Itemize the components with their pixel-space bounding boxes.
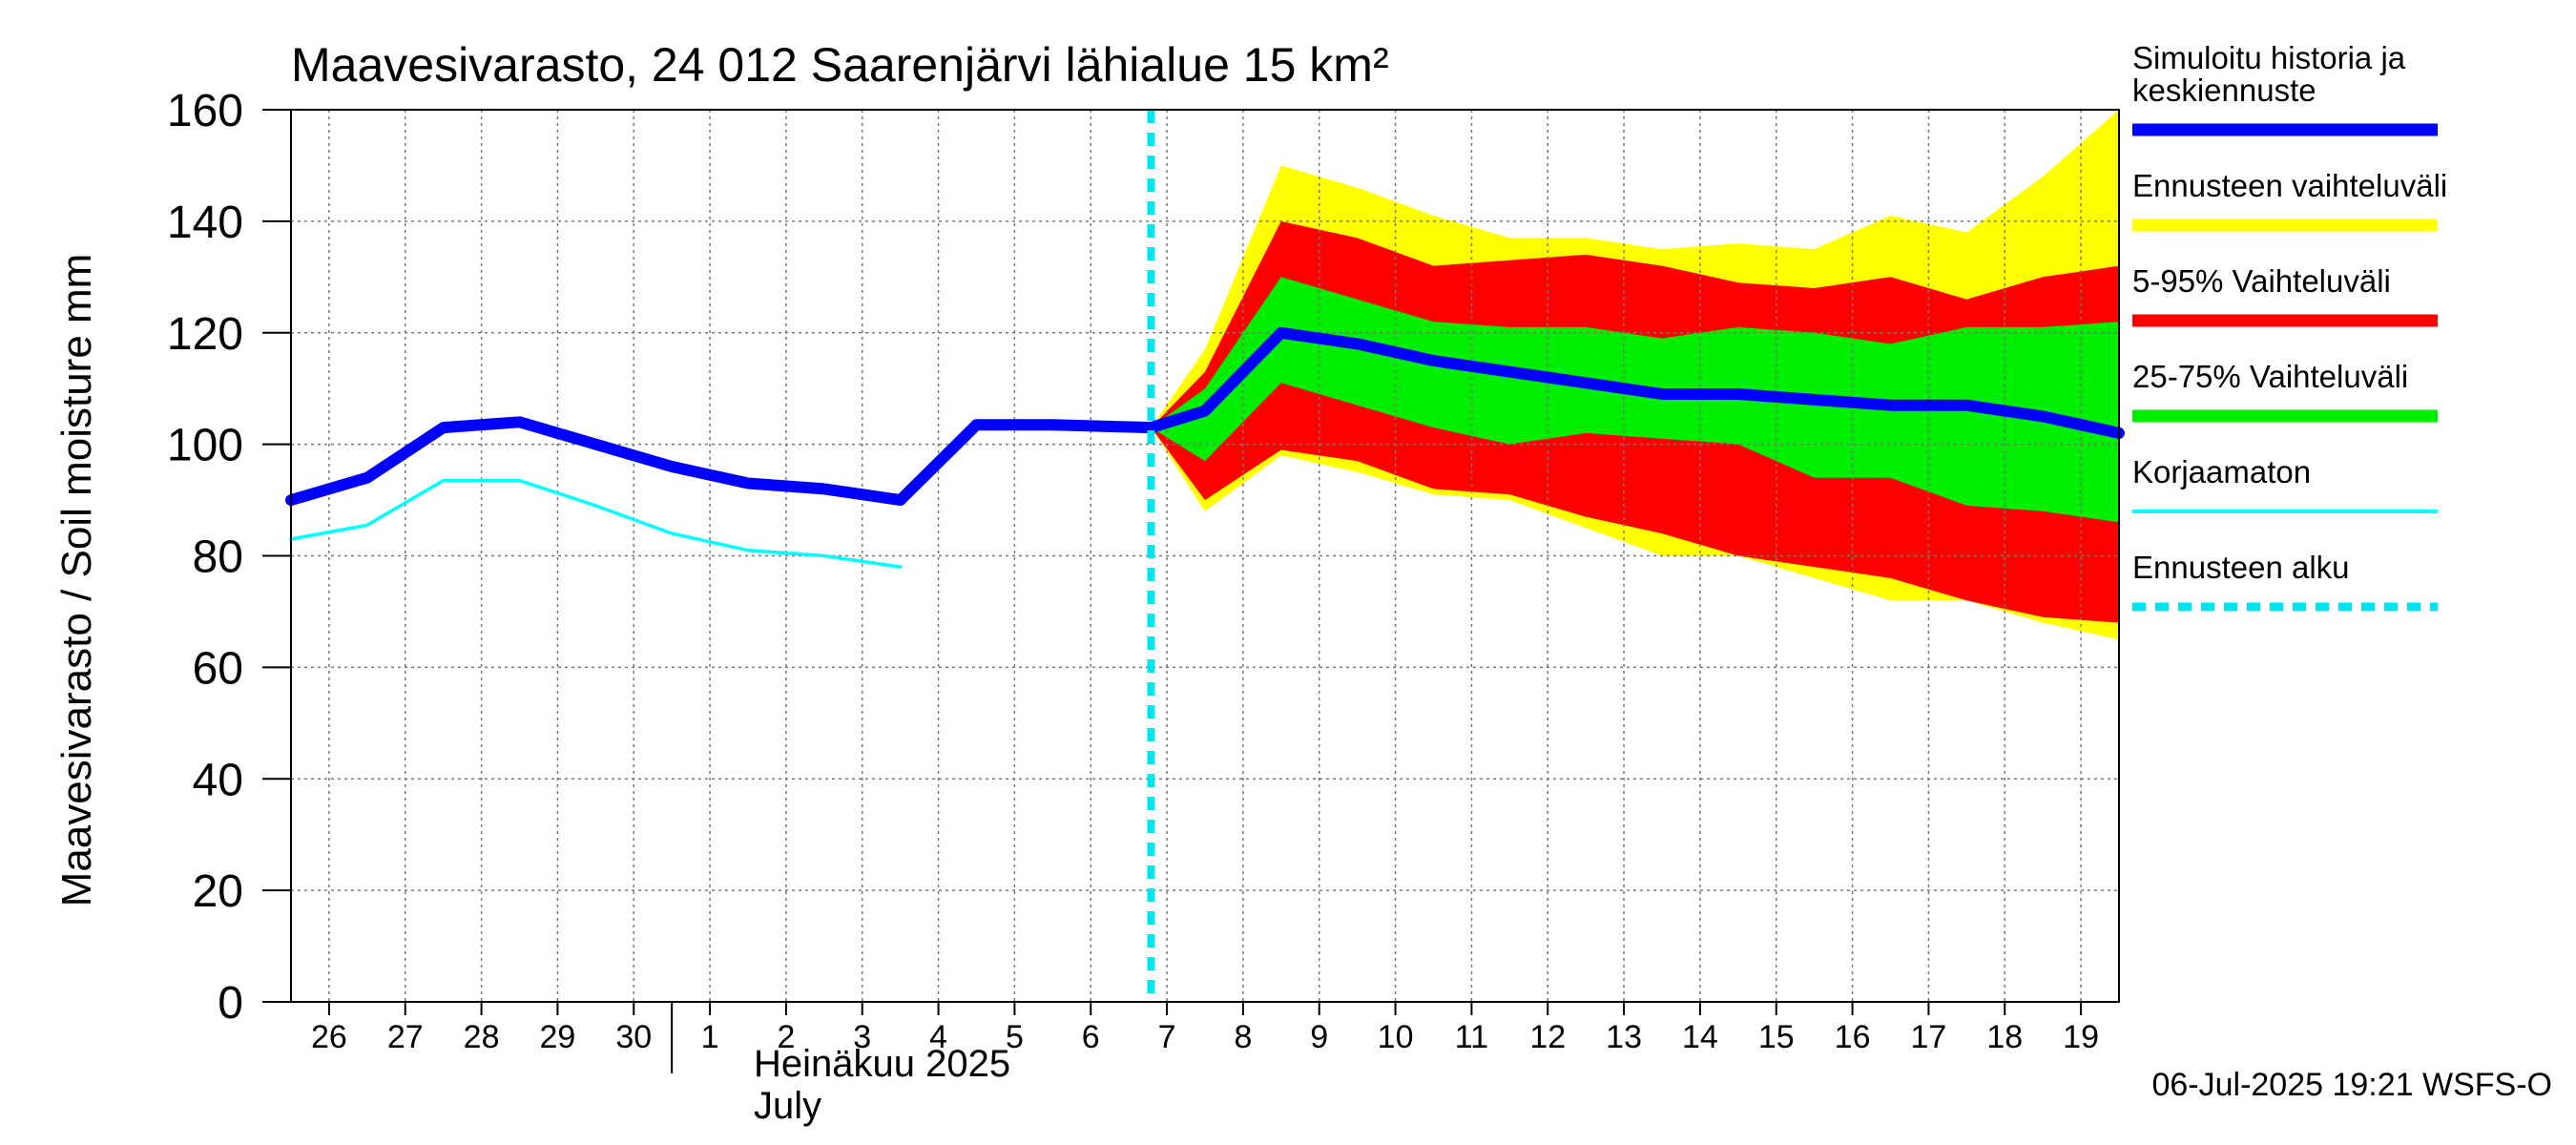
y-tick-label: 60 xyxy=(193,643,243,694)
x-tick-label: 8 xyxy=(1234,1019,1252,1055)
legend-label: Ennusteen alku xyxy=(2132,550,2350,585)
x-tick-label: 19 xyxy=(2063,1019,2099,1055)
x-tick-label: 29 xyxy=(540,1019,576,1055)
korjaamaton-line xyxy=(289,478,903,569)
x-tick-label: 13 xyxy=(1606,1019,1642,1055)
legend-label: Korjaamaton xyxy=(2132,454,2311,489)
x-tick-label: 26 xyxy=(311,1019,347,1055)
x-tick-label: 10 xyxy=(1378,1019,1414,1055)
x-tick-label: 1 xyxy=(701,1019,719,1055)
x-tick-label: 6 xyxy=(1082,1019,1100,1055)
x-tick-label: 18 xyxy=(1986,1019,2023,1055)
y-tick-label: 0 xyxy=(218,978,243,1029)
y-axis-ticks: 0 20 40 60 80 100 120 140 160 xyxy=(167,86,291,1029)
legend-label: Ennusteen vaihteluväli xyxy=(2132,168,2447,203)
x-tick-label: 12 xyxy=(1529,1019,1566,1055)
chart-title: Maavesivarasto, 24 012 Saarenjärvi lähia… xyxy=(291,38,1389,92)
x-tick-label: 16 xyxy=(1835,1019,1871,1055)
x-tick-label: 11 xyxy=(1455,1019,1488,1055)
x-tick-label: 4 xyxy=(929,1019,947,1055)
legend-label: 25-75% Vaihteluväli xyxy=(2132,359,2408,394)
legend-label: keskiennuste xyxy=(2132,73,2316,108)
month-label-fi: Heinäkuu 2025 xyxy=(754,1043,1010,1085)
month-label-en: July xyxy=(754,1085,821,1127)
y-tick-label: 120 xyxy=(167,309,243,360)
x-axis-ticks: 26 27 28 29 30 1 2 3 4 5 6 7 8 9 10 11 12 13 14 15 16 17 18 19 xyxy=(311,1002,2099,1073)
y-tick-label: 20 xyxy=(193,866,243,917)
x-tick-label: 7 xyxy=(1158,1019,1176,1055)
legend-label: Simuloitu historia ja xyxy=(2132,40,2406,75)
x-tick-label: 17 xyxy=(1911,1019,1947,1055)
x-tick-label: 3 xyxy=(853,1019,871,1055)
y-tick-label: 100 xyxy=(167,421,243,471)
x-tick-label: 15 xyxy=(1758,1019,1795,1055)
x-tick-label: 28 xyxy=(464,1019,500,1055)
x-tick-label: 5 xyxy=(1006,1019,1024,1055)
series-lines xyxy=(285,326,2125,569)
y-tick-label: 160 xyxy=(167,86,243,136)
x-tick-label: 30 xyxy=(615,1019,652,1055)
band-2 xyxy=(1151,277,2119,523)
y-tick-label: 80 xyxy=(193,532,243,583)
x-tick-label: 9 xyxy=(1310,1019,1328,1055)
x-tick-label: 2 xyxy=(777,1019,795,1055)
mean-line xyxy=(285,326,2125,507)
grid-lines xyxy=(291,110,2119,1002)
y-axis-label: Maavesivarasto / Soil moisture mm xyxy=(53,254,100,907)
timestamp-label: 06-Jul-2025 19:21 WSFS-O xyxy=(2151,1067,2552,1103)
legend-label: 5-95% Vaihteluväli xyxy=(2132,263,2391,299)
y-tick-label: 40 xyxy=(193,755,243,805)
x-tick-label: 14 xyxy=(1682,1019,1718,1055)
y-tick-label: 140 xyxy=(167,198,243,248)
x-tick-label: 27 xyxy=(387,1019,424,1055)
forecast-bands xyxy=(1151,110,2119,640)
